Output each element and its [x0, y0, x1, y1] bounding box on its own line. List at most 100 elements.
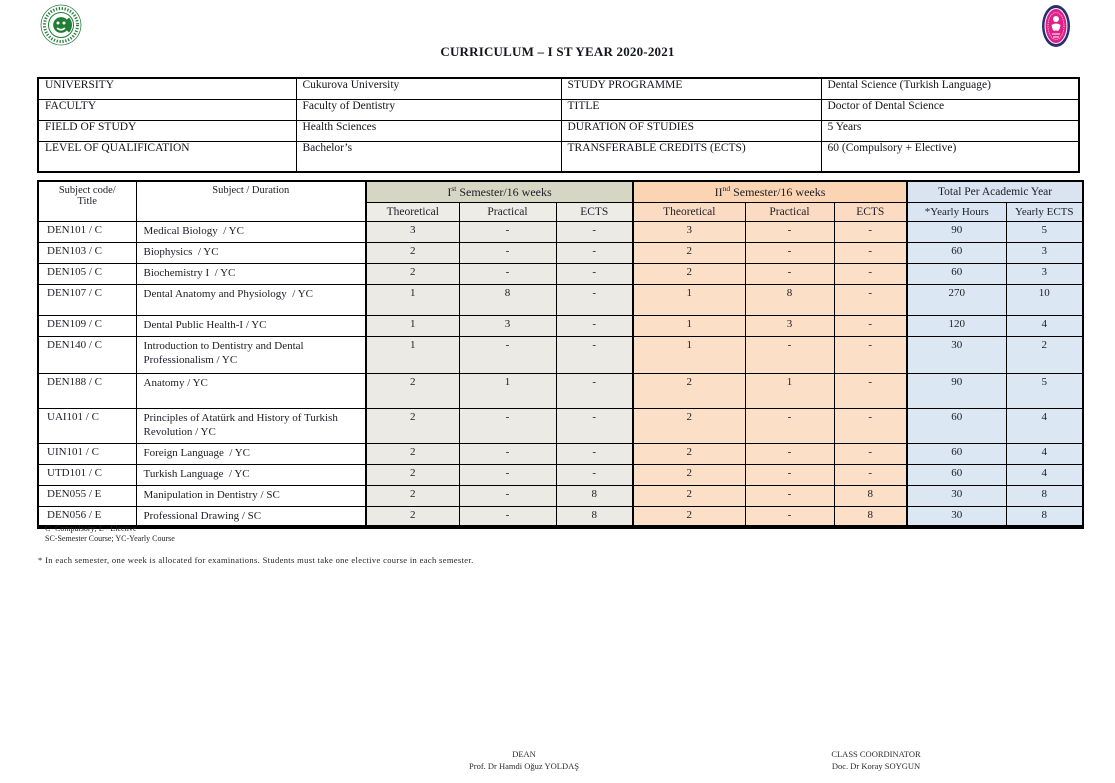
sem2-theoretical-cell: 2	[632, 463, 746, 486]
sem2-theoretical-cell: 2	[632, 241, 746, 264]
sem1-theoretical-cell: 2	[365, 505, 460, 528]
subject-duration-cell: Foreign Language / YC	[135, 442, 367, 465]
sem2-practical-cell: -	[744, 463, 835, 486]
yearly-ects-cell: 4	[1005, 314, 1084, 337]
sem1-theoretical-cell: 2	[365, 262, 460, 285]
sem2-theoretical-cell: 2	[632, 442, 746, 465]
yearly-hours-cell: 120	[906, 314, 1007, 337]
yearly-ects-cell: 5	[1005, 220, 1084, 243]
subject-code-cell: DEN107 / C	[37, 283, 137, 316]
sem2-ects-cell: -	[833, 442, 908, 465]
course-row: DEN105 / C Biochemistry I / YC 2 - - 2 -…	[37, 262, 1084, 285]
yearly-ects-cell: 8	[1005, 505, 1084, 528]
course-row: DEN055 / E Manipulation in Dentistry / S…	[37, 484, 1084, 507]
info-row-faculty: FACULTY Faculty of Dentistry TITLE Docto…	[37, 98, 1080, 121]
dean-title: DEAN	[512, 749, 536, 759]
header-subject-code-line2: Title	[77, 196, 97, 207]
sem2-ects-cell: -	[833, 463, 908, 486]
sem2-practical-cell: -	[744, 220, 835, 243]
sem1-practical-cell: -	[458, 262, 557, 285]
subject-duration-cell: Turkish Language / YC	[135, 463, 367, 486]
info-row-level: LEVEL OF QUALIFICATION Bachelor’s TRANSF…	[37, 140, 1080, 173]
sem1-practical-cell: -	[458, 241, 557, 264]
header-sem1-ects: ECTS	[555, 201, 634, 222]
cukurova-university-logo	[39, 3, 83, 47]
subject-duration-cell: Anatomy / YC	[135, 372, 367, 409]
sem1-theoretical-cell: 2	[365, 407, 460, 444]
course-row: DEN140 / C Introduction to Dentistry and…	[37, 335, 1084, 374]
info-value: Faculty of Dentistry	[295, 98, 562, 121]
info-label: FIELD OF STUDY	[37, 119, 297, 142]
subject-code-cell: DEN055 / E	[37, 484, 137, 507]
yearly-ects-cell: 8	[1005, 484, 1084, 507]
yearly-ects-cell: 3	[1005, 241, 1084, 264]
sem1-practical-cell: 8	[458, 283, 557, 316]
info-value: Health Sciences	[295, 119, 562, 142]
header-sem2-theoretical: Theoretical	[632, 201, 746, 222]
sem1-practical-cell: 1	[458, 372, 557, 409]
info-row-field: FIELD OF STUDY Health Sciences DURATION …	[37, 119, 1080, 142]
header-yearly-ects: Yearly ECTS	[1005, 201, 1084, 222]
sem2-ects-cell: -	[833, 407, 908, 444]
sem2-roman: II	[714, 184, 723, 199]
sem1-ects-cell: -	[555, 407, 634, 444]
subject-duration-cell: Dental Anatomy and Physiology / YC	[135, 283, 367, 316]
sem2-theoretical-cell: 1	[632, 314, 746, 337]
subject-code-cell: DEN056 / E	[37, 505, 137, 528]
sem1-theoretical-cell: 1	[365, 314, 460, 337]
subject-code-cell: DEN109 / C	[37, 314, 137, 337]
subject-code-cell: DEN101 / C	[37, 220, 137, 243]
header-sem1-practical: Practical	[458, 201, 557, 222]
sem2-practical-cell: -	[744, 484, 835, 507]
sem2-theoretical-cell: 2	[632, 262, 746, 285]
sem2-ordinal: nd	[722, 183, 731, 193]
subject-duration-cell: Introduction to Dentistry and Dental Pro…	[135, 335, 367, 374]
page-title: CURRICULUM – I ST YEAR 2020-2021	[440, 44, 675, 59]
coordinator-name: Doc. Dr Koray SOYGUN	[831, 761, 921, 771]
yearly-hours-cell: 90	[906, 372, 1007, 409]
dean-signature-block: DEAN Prof. Dr Hamdi Oğuz YOLDAŞ	[394, 748, 654, 772]
examinations-note: * In each semester, one week is allocate…	[38, 555, 474, 565]
subject-duration-cell: Manipulation in Dentistry / SC	[135, 484, 367, 507]
sem1-ects-cell: 8	[555, 484, 634, 507]
course-row: DEN107 / C Dental Anatomy and Physiology…	[37, 283, 1084, 316]
sem2-text: Semester/16 weeks	[730, 184, 826, 199]
sem2-theoretical-cell: 2	[632, 407, 746, 444]
sem1-text: Semester/16 weeks	[456, 184, 552, 199]
course-row: UAI101 / C Principles of Atatürk and His…	[37, 407, 1084, 444]
yearly-ects-cell: 3	[1005, 262, 1084, 285]
info-value: 5 Years	[820, 119, 1080, 142]
subject-duration-cell: Medical Biology / YC	[135, 220, 367, 243]
subject-code-cell: UIN101 / C	[37, 442, 137, 465]
subject-code-cell: DEN103 / C	[37, 241, 137, 264]
course-row: DEN188 / C Anatomy / YC 2 1 - 2 1 - 90 5	[37, 372, 1084, 409]
sem1-theoretical-cell: 1	[365, 283, 460, 316]
yearly-hours-cell: 30	[906, 484, 1007, 507]
sem1-practical-cell: -	[458, 505, 557, 528]
yearly-hours-cell: 60	[906, 262, 1007, 285]
sem2-practical-cell: 1	[744, 372, 835, 409]
sem2-practical-cell: -	[744, 262, 835, 285]
subject-code-cell: DEN140 / C	[37, 335, 137, 374]
header-sem2-ects: ECTS	[833, 201, 908, 222]
yearly-ects-cell: 5	[1005, 372, 1084, 409]
sem1-practical-cell: -	[458, 463, 557, 486]
yearly-hours-cell: 60	[906, 463, 1007, 486]
legend-line1: C- Compulsory; E - Elective	[45, 524, 137, 533]
subject-code-cell: UAI101 / C	[37, 407, 137, 444]
info-label: TRANSFERABLE CREDITS (ECTS)	[560, 140, 822, 173]
sem2-theoretical-cell: 3	[632, 220, 746, 243]
subject-code-cell: DEN105 / C	[37, 262, 137, 285]
sem1-theoretical-cell: 1	[365, 335, 460, 374]
subject-duration-cell: Dental Public Health-I / YC	[135, 314, 367, 337]
yearly-hours-cell: 90	[906, 220, 1007, 243]
header-sem2-group: IInd Semester/16 weeks	[631, 180, 908, 203]
sem2-practical-cell: -	[744, 241, 835, 264]
faculty-of-dentistry-logo	[1040, 3, 1072, 49]
header-sem1-group: Ist Semester/16 weeks	[365, 180, 634, 203]
info-label: STUDY PROGRAMME	[560, 77, 822, 100]
subject-code-cell: UTD101 / C	[37, 463, 137, 486]
sem1-ects-cell: -	[555, 372, 634, 409]
yearly-hours-cell: 60	[906, 241, 1007, 264]
